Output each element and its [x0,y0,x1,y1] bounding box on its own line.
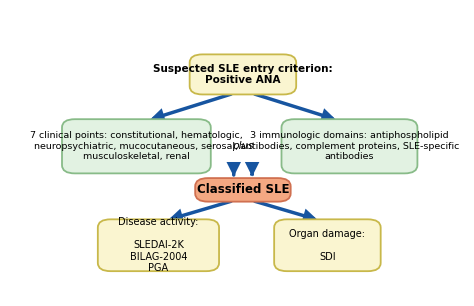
Text: plus: plus [232,141,254,151]
Text: Disease activity:

SLEDAI-2K
BILAG-2004
PGA: Disease activity: SLEDAI-2K BILAG-2004 P… [118,217,199,274]
FancyBboxPatch shape [190,54,296,95]
FancyBboxPatch shape [62,119,211,174]
FancyBboxPatch shape [282,119,418,174]
Text: Classified SLE: Classified SLE [197,183,289,196]
FancyBboxPatch shape [98,219,219,271]
FancyBboxPatch shape [274,219,381,271]
Text: Suspected SLE entry criterion:
Positive ANA: Suspected SLE entry criterion: Positive … [153,64,333,85]
FancyBboxPatch shape [195,178,291,202]
Text: 3 immunologic domains: antiphospholipid
antibodies, complement proteins, SLE-spe: 3 immunologic domains: antiphospholipid … [240,131,459,161]
Text: Organ damage:

SDI: Organ damage: SDI [290,229,365,262]
Text: 7 clinical points: constitutional, hematologic,
neuropsychiatric, mucocutaneous,: 7 clinical points: constitutional, hemat… [30,131,243,161]
